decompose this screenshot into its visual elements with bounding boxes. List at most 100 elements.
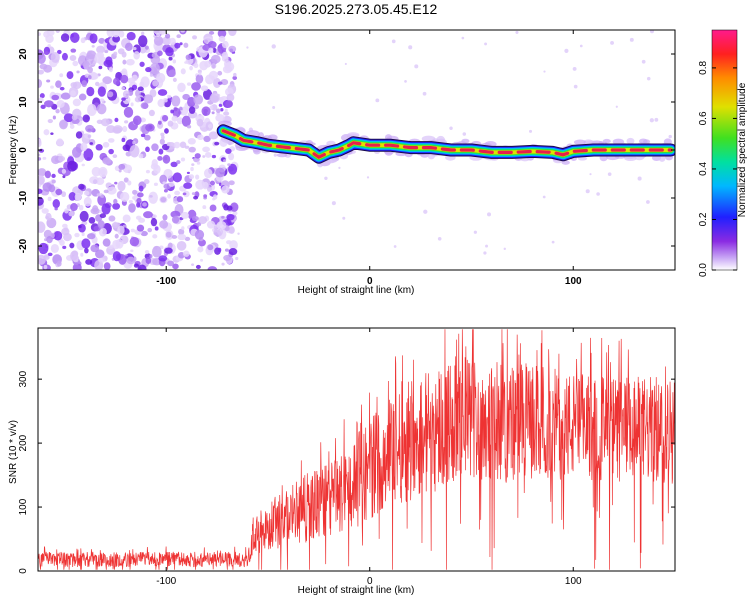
noise-speckle (38, 32, 41, 37)
noise-speckle (55, 108, 60, 114)
noise-speckle (228, 163, 238, 175)
noise-speckle (153, 30, 163, 35)
noise-speckle (189, 65, 193, 71)
noise-speckle (152, 234, 158, 239)
noise-speckle (62, 223, 68, 229)
noise-dot (272, 106, 276, 109)
noise-speckle (81, 163, 85, 167)
snr-series-line (38, 329, 675, 570)
noise-speckle (77, 55, 88, 66)
noise-speckle (157, 120, 162, 125)
noise-speckle (95, 249, 105, 259)
noise-speckle (176, 196, 184, 203)
noise-speckle (38, 175, 45, 185)
noise-speckle (203, 135, 211, 143)
noise-speckle (53, 231, 63, 241)
noise-speckle (207, 124, 213, 129)
noise-speckle (46, 79, 51, 83)
noise-speckle (112, 202, 121, 210)
noise-speckle (177, 82, 186, 93)
noise-speckle (198, 71, 202, 76)
noise-speckle (222, 65, 233, 74)
noise-speckle (79, 210, 89, 222)
noise-speckle (39, 63, 48, 70)
noise-speckle (132, 140, 136, 145)
noise-speckle (38, 254, 46, 265)
noise-speckle (228, 248, 238, 256)
noise-speckle (171, 215, 180, 224)
noise-speckle (117, 225, 125, 235)
noise-speckle (141, 31, 145, 36)
noise-dot (515, 30, 519, 34)
noise-speckle (121, 51, 127, 58)
noise-dot (487, 212, 492, 217)
noise-speckle (125, 93, 129, 96)
noise-speckle (38, 188, 43, 195)
noise-speckle (99, 213, 107, 219)
noise-speckle (196, 161, 201, 165)
noise-speckle (186, 82, 192, 86)
noise-speckle (132, 196, 136, 200)
snr-frame (37, 327, 676, 572)
noise-dot (572, 66, 577, 71)
noise-speckle (102, 76, 112, 85)
noise-speckle (129, 144, 140, 158)
noise-speckle (132, 115, 142, 126)
noise-speckle (38, 242, 49, 255)
noise-speckle (102, 157, 112, 165)
noise-speckle (128, 203, 136, 213)
noise-speckle (87, 233, 96, 240)
noise-dot (391, 39, 396, 44)
noise-speckle (102, 238, 111, 247)
noise-speckle (228, 30, 237, 37)
noise-dot (473, 230, 477, 234)
noise-speckle (45, 212, 52, 221)
noise-speckle (112, 154, 118, 159)
noise-speckle (191, 215, 200, 222)
noise-speckle (224, 108, 228, 112)
noise-speckle (61, 191, 67, 198)
noise-speckle (195, 174, 200, 180)
noise-speckle (133, 51, 140, 60)
spectrogram-y-tick-label: 20 (18, 48, 29, 60)
noise-speckle (218, 103, 223, 107)
noise-speckle (208, 70, 219, 80)
noise-speckle (43, 31, 50, 38)
noise-speckle (168, 69, 176, 78)
noise-speckle (193, 63, 199, 69)
noise-speckle (40, 104, 46, 110)
noise-speckle (84, 133, 92, 139)
noise-speckle (98, 166, 108, 178)
noise-speckle (68, 192, 77, 201)
noise-speckle (63, 233, 72, 242)
noise-dot (324, 176, 328, 181)
noise-speckle (56, 49, 62, 55)
noise-speckle (167, 193, 171, 199)
noise-speckle (224, 248, 229, 252)
noise-speckle (213, 229, 222, 237)
noise-speckle (137, 264, 147, 270)
noise-dot (485, 244, 488, 248)
noise-speckle (57, 155, 66, 162)
noise-speckle (192, 35, 198, 40)
noise-dot (237, 232, 240, 235)
noise-speckle (207, 244, 214, 251)
noise-speckle (83, 196, 92, 207)
noise-speckle (72, 98, 81, 107)
noise-speckle (78, 204, 84, 211)
noise-speckle (149, 254, 153, 259)
noise-speckle (188, 174, 195, 180)
noise-dot (629, 37, 634, 42)
noise-speckle (100, 118, 110, 127)
noise-speckle (129, 236, 140, 247)
noise-speckle (221, 215, 225, 219)
noise-speckle (63, 113, 74, 123)
noise-speckle (225, 100, 233, 108)
noise-dot (483, 251, 487, 255)
noise-speckle (74, 232, 80, 238)
noise-speckle (191, 82, 201, 91)
track-halo (573, 139, 587, 145)
noise-speckle (162, 181, 167, 185)
noise-speckle (145, 169, 150, 174)
noise-speckle (114, 117, 119, 123)
